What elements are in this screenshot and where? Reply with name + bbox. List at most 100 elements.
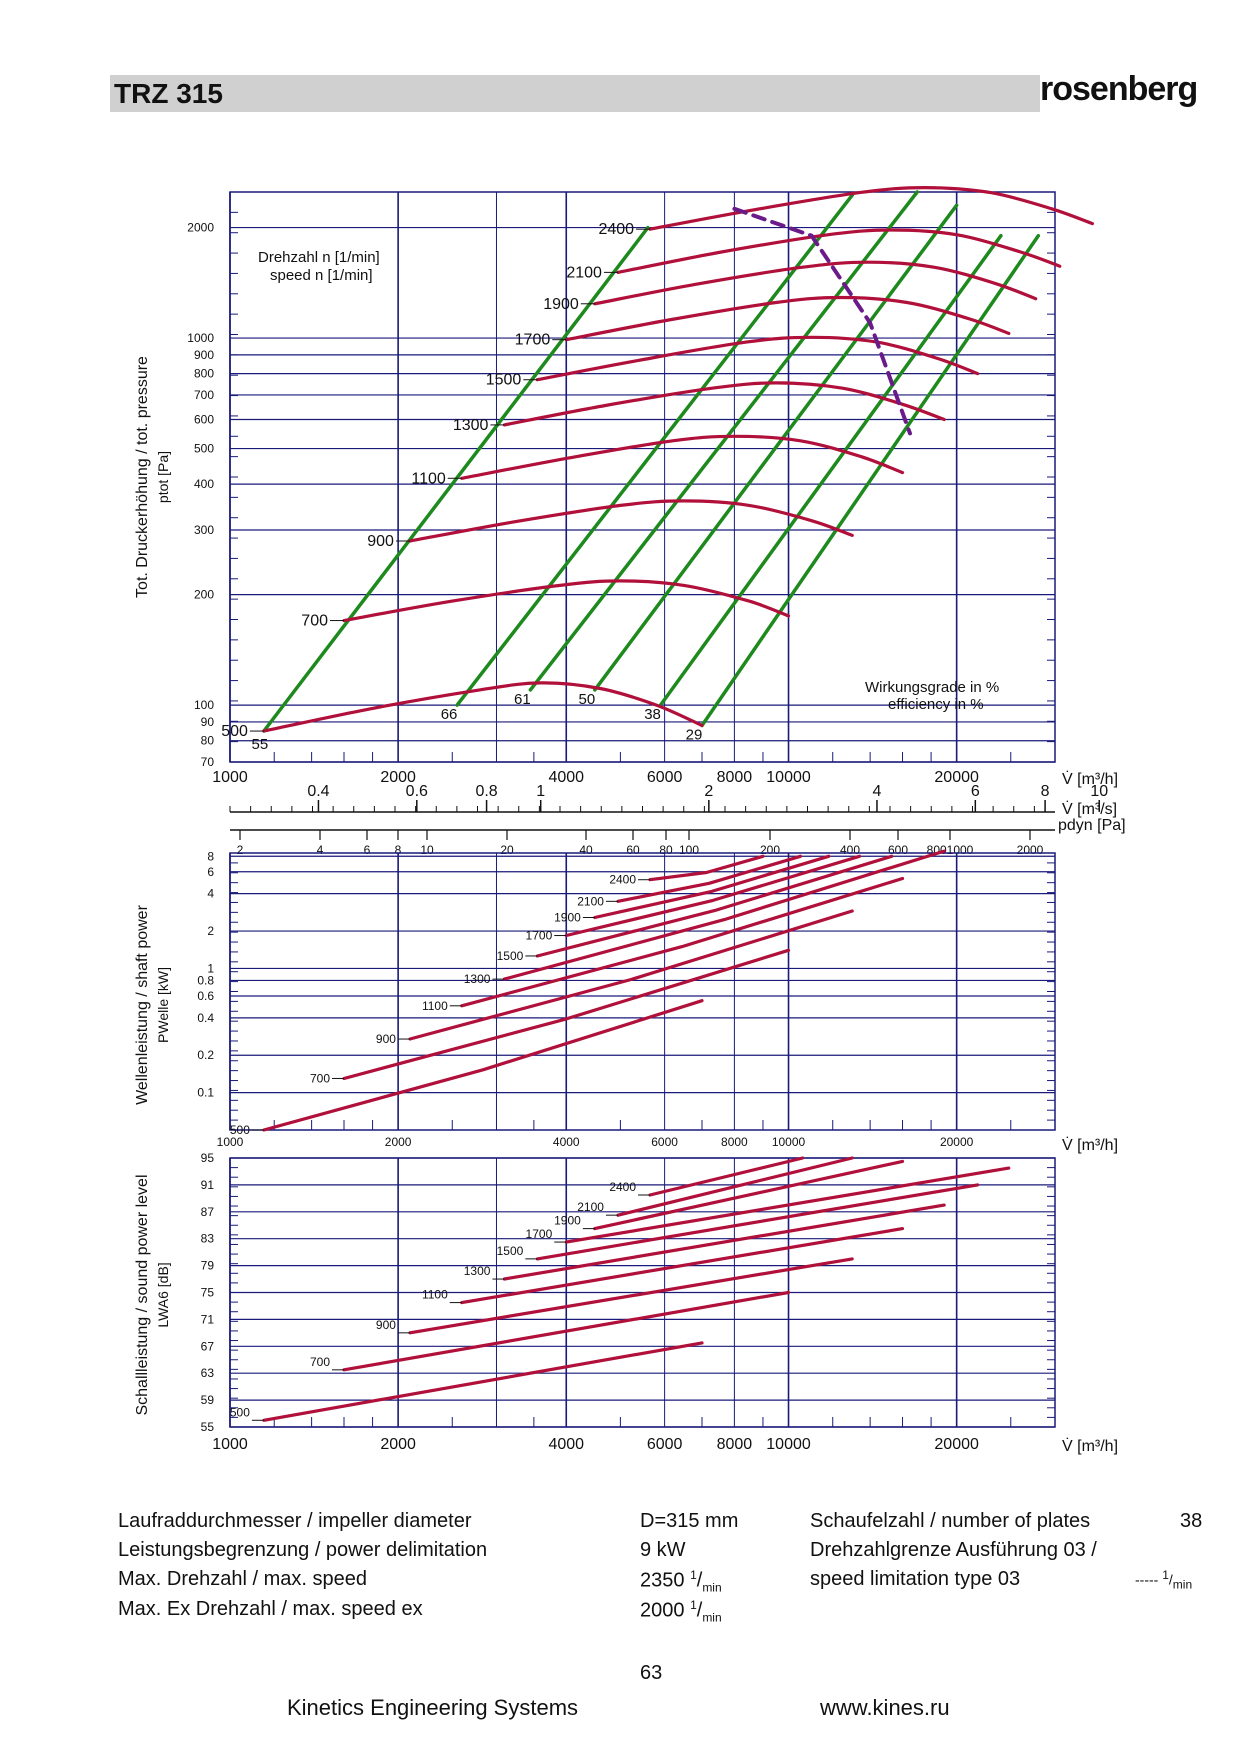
sound-ytick-label: 63 [201, 1366, 215, 1380]
spec-maxspeedex-value: 2000 1/min [640, 1598, 722, 1625]
efficiency-label-61: 61 [514, 691, 531, 708]
sound-curve-900 [408, 1257, 854, 1335]
power-ytick-label: 0.2 [197, 1048, 214, 1062]
power-curve-700 [342, 948, 791, 1081]
spec-maxspeed-label: Max. Drehzahl / max. speed [118, 1568, 367, 1590]
power-series-label-1300: 1300 [464, 972, 491, 986]
efficiency-line-66 [455, 193, 854, 707]
sound-xtick-label: 2000 [380, 1436, 416, 1453]
power-curve-1100 [460, 876, 905, 1008]
sound-ytick-label: 67 [201, 1339, 215, 1353]
sound-curve-1100 [460, 1227, 905, 1305]
pressure-curve-1900 [593, 260, 1038, 306]
power-ylabel-unit: PWelle [kW] [155, 967, 171, 1043]
sound-series-label-1100: 1100 [422, 1288, 448, 1302]
power-ytick-label: 0.1 [197, 1086, 214, 1100]
spec-power-label: Leistungsbegrenzung / power delimitation [118, 1539, 488, 1561]
pressure-series-label-1900: 1900 [543, 296, 579, 313]
efficiency-label-50: 50 [578, 691, 595, 708]
pressure-ytick-label: 600 [194, 413, 214, 427]
power-curve-1700 [564, 854, 862, 938]
brand-logo: rosenberg [1040, 70, 1198, 108]
power-ylabel: Wellenleistung / shaft power [134, 904, 151, 1104]
sound-ylabel: Schallleistung / sound power level [134, 1174, 151, 1415]
power-xtick-label: 2000 [385, 1135, 412, 1149]
power-curve-1500 [535, 854, 894, 958]
sound-series-label-1900: 1900 [554, 1214, 581, 1228]
spec-maxspeedex-label: Max. Ex Drehzahl / max. speed ex [118, 1598, 423, 1620]
pdyn-tick-label: 10 [420, 843, 434, 857]
sound-xtick-label: 1000 [212, 1436, 248, 1453]
power-xtick-label: 20000 [940, 1135, 974, 1149]
power-xlabel: V̇ [m³/h] [1062, 1136, 1118, 1154]
ms-tick-label: 6 [971, 783, 980, 800]
pdyn-tick-label: 40 [579, 843, 593, 857]
spec-speedlimit-value: ----- 1/min [1135, 1568, 1193, 1592]
pressure-series-label-2400: 2400 [598, 221, 634, 238]
pressure-xtick-label: 4000 [548, 769, 584, 786]
pressure-xtick-label: 10000 [766, 769, 811, 786]
pressure-curve-500 [262, 681, 704, 733]
sound-series-label-2100: 2100 [577, 1200, 604, 1214]
power-ytick-label: 2 [207, 924, 214, 938]
power-series-label-1100: 1100 [422, 999, 448, 1013]
pdyn-tick-label: 2 [237, 843, 244, 857]
sound-curve-2400 [648, 1156, 805, 1197]
pressure-ytick-label: 700 [194, 388, 214, 402]
sound-curve-700 [342, 1290, 791, 1372]
sound-ytick-label: 91 [201, 1178, 215, 1192]
efficiency-line-38 [658, 233, 1003, 707]
power-xtick-label: 4000 [553, 1135, 580, 1149]
pdyn-tick-label: 100 [679, 843, 699, 857]
pressure-ylabel-unit: ptot [Pa] [155, 451, 171, 503]
sound-series-label-1700: 1700 [526, 1227, 553, 1241]
sound-xtick-label: 6000 [647, 1436, 683, 1453]
sound-series-label-1500: 1500 [497, 1244, 524, 1258]
pressure-series-label-1100: 1100 [411, 470, 446, 487]
power-xtick-label: 6000 [651, 1135, 678, 1149]
spec-plates-value: 38 [1180, 1510, 1203, 1532]
spec-speedlimit-label: Drehzahlgrenze Ausführung 03 / [810, 1539, 1097, 1561]
ms-tick-label: 1 [536, 783, 545, 800]
pressure-curve-2100 [616, 228, 1062, 274]
sound-xtick-label: 8000 [717, 1436, 753, 1453]
ms-tick-label: 8 [1041, 783, 1050, 800]
sound-ytick-label: 55 [201, 1420, 215, 1434]
efficiency-label-55: 55 [252, 736, 269, 753]
efficiency-label-en: efficiency in % [888, 696, 984, 713]
ms-tick-label: 0.4 [307, 783, 329, 800]
ms-tick-label: 0.8 [475, 783, 497, 800]
pdyn-tick-label: 80 [659, 843, 673, 857]
sound-series-label-700: 700 [310, 1355, 330, 1369]
power-frame [229, 852, 1056, 1131]
pressure-curve-1700 [564, 295, 1011, 342]
sound-series-label-1300: 1300 [464, 1264, 491, 1278]
sound-curve-500 [262, 1341, 704, 1422]
efficiency-line-55 [262, 225, 650, 733]
pressure-series-label-1700: 1700 [515, 332, 551, 349]
sound-ylabel-unit: LWA6 [dB] [155, 1262, 171, 1327]
sound-curve-1700 [564, 1166, 1011, 1244]
sound-series-label-500: 500 [230, 1405, 250, 1419]
pressure-xtick-label: 2000 [380, 769, 416, 786]
power-xtick-label: 1000 [217, 1135, 244, 1149]
pressure-curve-1100 [460, 434, 905, 480]
power-ytick-label: 0.4 [197, 1011, 214, 1025]
pressure-ylabel: Tot. Druckerhöhung / tot. pressure [134, 356, 151, 598]
pressure-xlabel: V̇ [m³/h] [1062, 770, 1118, 788]
power-curve-2400 [648, 854, 765, 882]
power-xtick-label: 8000 [721, 1135, 748, 1149]
pressure-ytick-label: 400 [194, 477, 214, 491]
spec-impeller-value: D=315 mm [640, 1510, 739, 1532]
sound-xtick-label: 20000 [934, 1436, 979, 1453]
efficiency-label-de: Wirkungsgrade in % [865, 679, 999, 696]
pressure-xtick-label: 20000 [934, 769, 979, 786]
pdyn-tick-label: 20 [500, 843, 514, 857]
power-series-label-900: 900 [376, 1032, 396, 1046]
pressure-curve-700 [342, 579, 791, 623]
pressure-ytick-label: 800 [194, 367, 214, 381]
pdyn-tick-label: 60 [626, 843, 640, 857]
pressure-ytick-label: 200 [194, 588, 214, 602]
sound-ytick-label: 87 [201, 1205, 215, 1219]
sound-ytick-label: 71 [201, 1312, 215, 1326]
